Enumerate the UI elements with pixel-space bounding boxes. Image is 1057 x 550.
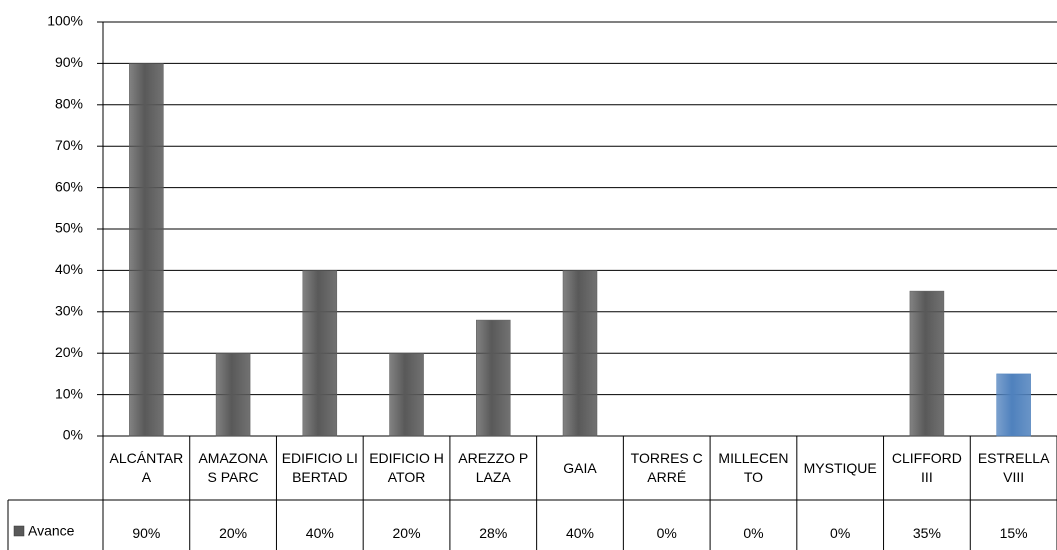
y-tick-label: 70% [55,137,83,153]
bar [302,270,338,437]
y-tick-label: 0% [63,427,83,443]
data-label: 0% [830,524,851,541]
x-tick-label: AREZZO PLAZA [458,450,529,485]
y-tick-label: 90% [55,54,83,70]
data-label: 20% [219,524,248,541]
data-label: 20% [392,524,421,541]
data-label: 28% [479,524,508,541]
data-label: 0% [743,524,764,541]
bar [909,290,945,437]
x-tick-label: EDIFICIO HATOR [369,450,444,485]
y-tick-label: 80% [55,96,83,112]
bar [562,270,598,437]
x-tick-label: TORRES CARRÉ [630,450,703,485]
y-tick-label: 30% [55,303,83,319]
bar [129,63,164,437]
x-tick-label: MILLECENTO [718,450,789,485]
data-label: 35% [912,524,941,541]
y-tick-label: 50% [55,220,83,236]
y-tick-label: 100% [47,13,83,29]
x-tick-label: GAIA [563,459,597,476]
bar [996,373,1031,437]
legend-key [13,525,25,537]
legend-label: Avance [28,523,75,539]
data-label: 40% [305,524,334,541]
x-tick-label: AMAZONAS PARC [198,450,268,485]
y-tick-label: 60% [55,178,83,194]
x-tick-label: MYSTIQUE [803,459,877,476]
x-tick-label: EDIFICIO LIBERTAD [281,450,358,485]
bar [215,352,251,437]
bar [389,352,424,437]
bar [476,319,511,437]
y-tick-label: 20% [55,344,83,360]
x-tick-label: ALCÁNTARA [109,450,184,485]
data-label: 0% [656,524,677,541]
data-label: 40% [565,524,594,541]
data-label: 15% [999,524,1028,541]
y-tick-label: 10% [55,385,83,401]
data-label: 90% [132,524,161,541]
x-tick-label: ESTRELLA VIII [977,450,1050,485]
x-tick-label: CLIFFORD III [891,450,962,485]
y-tick-label: 40% [55,261,83,277]
